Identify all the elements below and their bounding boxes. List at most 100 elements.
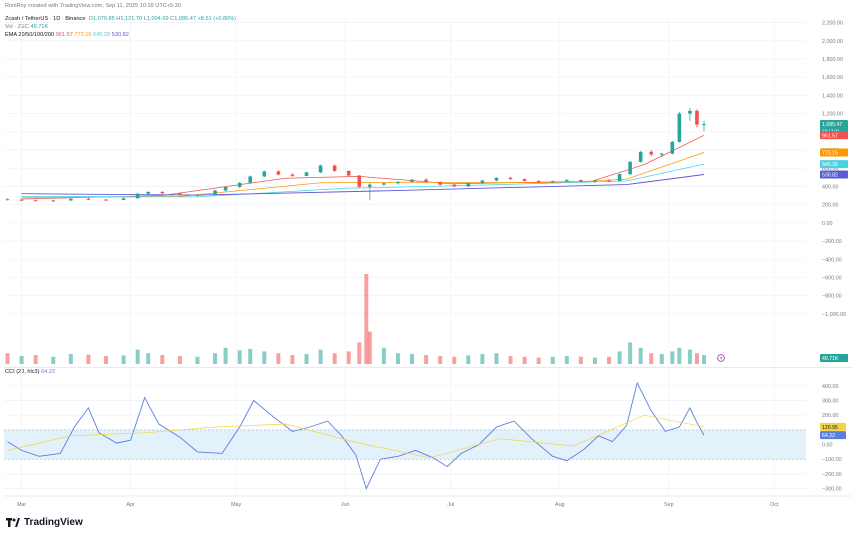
- high-value: 1,121.70: [120, 16, 143, 22]
- candle-body: [565, 180, 569, 182]
- svg-text:1,085.47: 1,085.47: [822, 122, 842, 128]
- price-tick-label: −1,000.00: [822, 312, 846, 318]
- interval[interactable]: 1D: [53, 16, 61, 22]
- time-label: Aug: [555, 502, 565, 508]
- candle-body: [146, 191, 151, 194]
- price-tick-label: 1,200.00: [822, 112, 843, 118]
- volume-bar: [121, 355, 126, 364]
- price-tick-label: 1,800.00: [822, 57, 843, 63]
- cci-legend[interactable]: CCI (20, hlc3) 64.22: [5, 369, 55, 376]
- candle-body: [178, 193, 182, 196]
- low-value: 1,004.69: [146, 16, 169, 22]
- candle-body: [396, 181, 400, 184]
- cci-value: 64.22: [41, 369, 56, 375]
- volume-bar: [508, 356, 513, 364]
- symbol-name[interactable]: Zcash / TetherUS: [5, 16, 49, 22]
- close-value: 1,085.47: [174, 16, 196, 22]
- volume-bar: [290, 355, 295, 364]
- ema-line: [21, 134, 705, 200]
- exchange: Binance: [65, 16, 86, 22]
- candle-body: [410, 179, 414, 182]
- cci-tick-label: 100.00: [822, 428, 839, 434]
- price-tick-label: 1,600.00: [822, 75, 843, 81]
- open-label: O: [88, 16, 93, 22]
- candle-body: [213, 190, 217, 195]
- cci-tick-label: −100.00: [822, 457, 842, 463]
- volume-bar: [248, 348, 253, 364]
- volume-bar: [564, 356, 569, 364]
- candle-body: [304, 172, 309, 176]
- volume-bar: [5, 353, 10, 364]
- volume-bar: [318, 349, 323, 364]
- volume-bar: [195, 356, 200, 364]
- cci-line: [7, 381, 705, 490]
- volume-bar: [364, 274, 369, 364]
- candle-body: [160, 191, 165, 194]
- volume-bar: [276, 353, 281, 364]
- low-label: L: [143, 16, 147, 22]
- cci-tick-label: −200.00: [822, 472, 842, 478]
- candle-body: [695, 110, 699, 125]
- volume-bar: [381, 347, 386, 364]
- volume-bar: [424, 355, 429, 364]
- candle-body: [332, 165, 337, 171]
- candle-body: [69, 198, 73, 201]
- volume-bar: [694, 353, 699, 364]
- candle-body: [677, 113, 682, 142]
- volume-bar: [578, 356, 583, 364]
- volume-bar: [607, 356, 612, 364]
- volume-bar: [410, 353, 415, 364]
- svg-text:530.82: 530.82: [822, 173, 838, 179]
- svg-text:18:12:21: 18:12:21: [822, 129, 840, 134]
- svg-text:645.28: 645.28: [822, 162, 838, 168]
- candle-body: [480, 180, 485, 184]
- candle-body: [290, 174, 295, 176]
- time-label: May: [231, 502, 241, 508]
- candle-body: [86, 198, 91, 200]
- volume-bar: [332, 353, 337, 364]
- candle-body: [357, 175, 362, 187]
- volume-bar: [160, 355, 165, 364]
- volume-bar: [480, 353, 485, 364]
- cci-ma-line: [7, 414, 705, 459]
- price-label: 773.15: [820, 148, 848, 157]
- candle-body: [135, 193, 140, 199]
- candle-body: [494, 177, 499, 181]
- candle-body: [382, 183, 386, 185]
- candle-body: [670, 141, 675, 154]
- volume-bar: [638, 347, 643, 364]
- lightning-icon: [717, 354, 725, 362]
- candle-body: [508, 177, 513, 180]
- tradingview-logo[interactable]: TradingView: [6, 517, 83, 528]
- candle-body: [237, 182, 242, 187]
- cci-value-label: 64.22: [820, 431, 846, 440]
- volume-bar: [262, 351, 267, 364]
- price-tick-label: 2,000.00: [822, 39, 843, 45]
- time-axis: Mar Apr May Jun Jul Aug Sep Oct: [17, 502, 779, 508]
- svg-text:120.95: 120.95: [822, 425, 838, 431]
- candle-body: [649, 151, 654, 155]
- volume-legend[interactable]: Vol · ZEC 49.71K: [5, 24, 48, 31]
- candle-body: [104, 199, 108, 201]
- cci-tick-label: −300.00: [822, 487, 842, 493]
- price-label: 961.57: [820, 131, 848, 140]
- volume-bar: [146, 353, 151, 364]
- volume-bar: [438, 356, 443, 364]
- volume-bar: [104, 356, 109, 364]
- candle-body: [19, 199, 24, 201]
- time-label: Jun: [341, 502, 350, 508]
- volume-bar: [51, 356, 56, 364]
- volume-bar: [659, 353, 664, 364]
- symbol-legend[interactable]: Zcash / TetherUS · 1D · Binance O1,079.8…: [5, 16, 237, 22]
- ema-legend[interactable]: EMA 20/50/100/200 961.57 773.15 645.28 5…: [5, 32, 129, 39]
- author-credit: RoniRoy created with TradingView.com, Se…: [5, 3, 181, 9]
- volume-bar: [550, 356, 555, 364]
- volume-bar: [592, 357, 597, 364]
- candle-body: [638, 151, 643, 162]
- volume-bar: [670, 351, 675, 364]
- candle-body: [368, 184, 372, 187]
- candle-body: [702, 124, 706, 126]
- volume-bar: [536, 357, 541, 364]
